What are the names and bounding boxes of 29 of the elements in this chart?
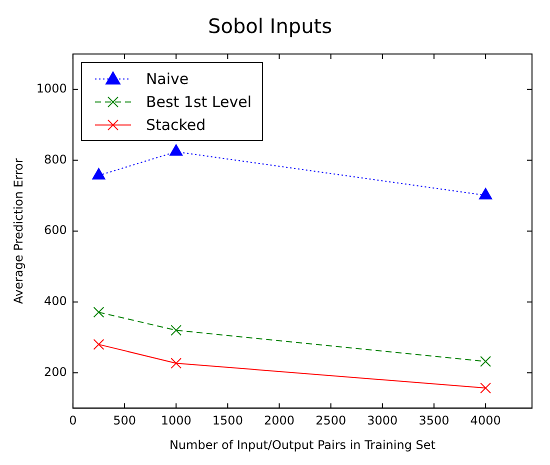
y-tick-label: 200	[44, 364, 67, 379]
legend-label: Stacked	[146, 116, 206, 134]
x-tick-label: 2000	[264, 414, 295, 428]
point	[170, 144, 183, 156]
point	[479, 188, 492, 200]
legend-label: Best 1st Level	[146, 92, 252, 110]
x-tick-label: 0	[69, 414, 77, 428]
x-tick-label: 3000	[367, 414, 398, 428]
x-tick-label: 1500	[212, 414, 243, 428]
x-axis-title: Number of Input/Output Pairs in Training Set	[169, 438, 436, 452]
point	[170, 358, 182, 369]
y-tick-label: 400	[44, 294, 67, 308]
point	[92, 168, 106, 180]
x-tick-label: 500	[113, 414, 136, 428]
chart-title: Sobol Inputs	[208, 14, 332, 38]
x-tick-label: 3500	[418, 414, 450, 428]
x-tick-label: 2500	[316, 414, 346, 428]
point	[480, 382, 492, 394]
point	[480, 356, 492, 367]
point	[93, 306, 104, 318]
x-tick-label: 1000	[160, 414, 192, 428]
legend-label: Naive	[146, 70, 189, 88]
point	[93, 338, 104, 350]
point	[170, 324, 182, 336]
y-axis-title: Average Prediction Error	[11, 158, 26, 304]
y-tick-label: 1000	[36, 82, 67, 96]
y-tick-label: 800	[44, 152, 67, 166]
y-tick-label: 600	[44, 223, 67, 238]
x-tick-label: 4000	[470, 414, 501, 428]
